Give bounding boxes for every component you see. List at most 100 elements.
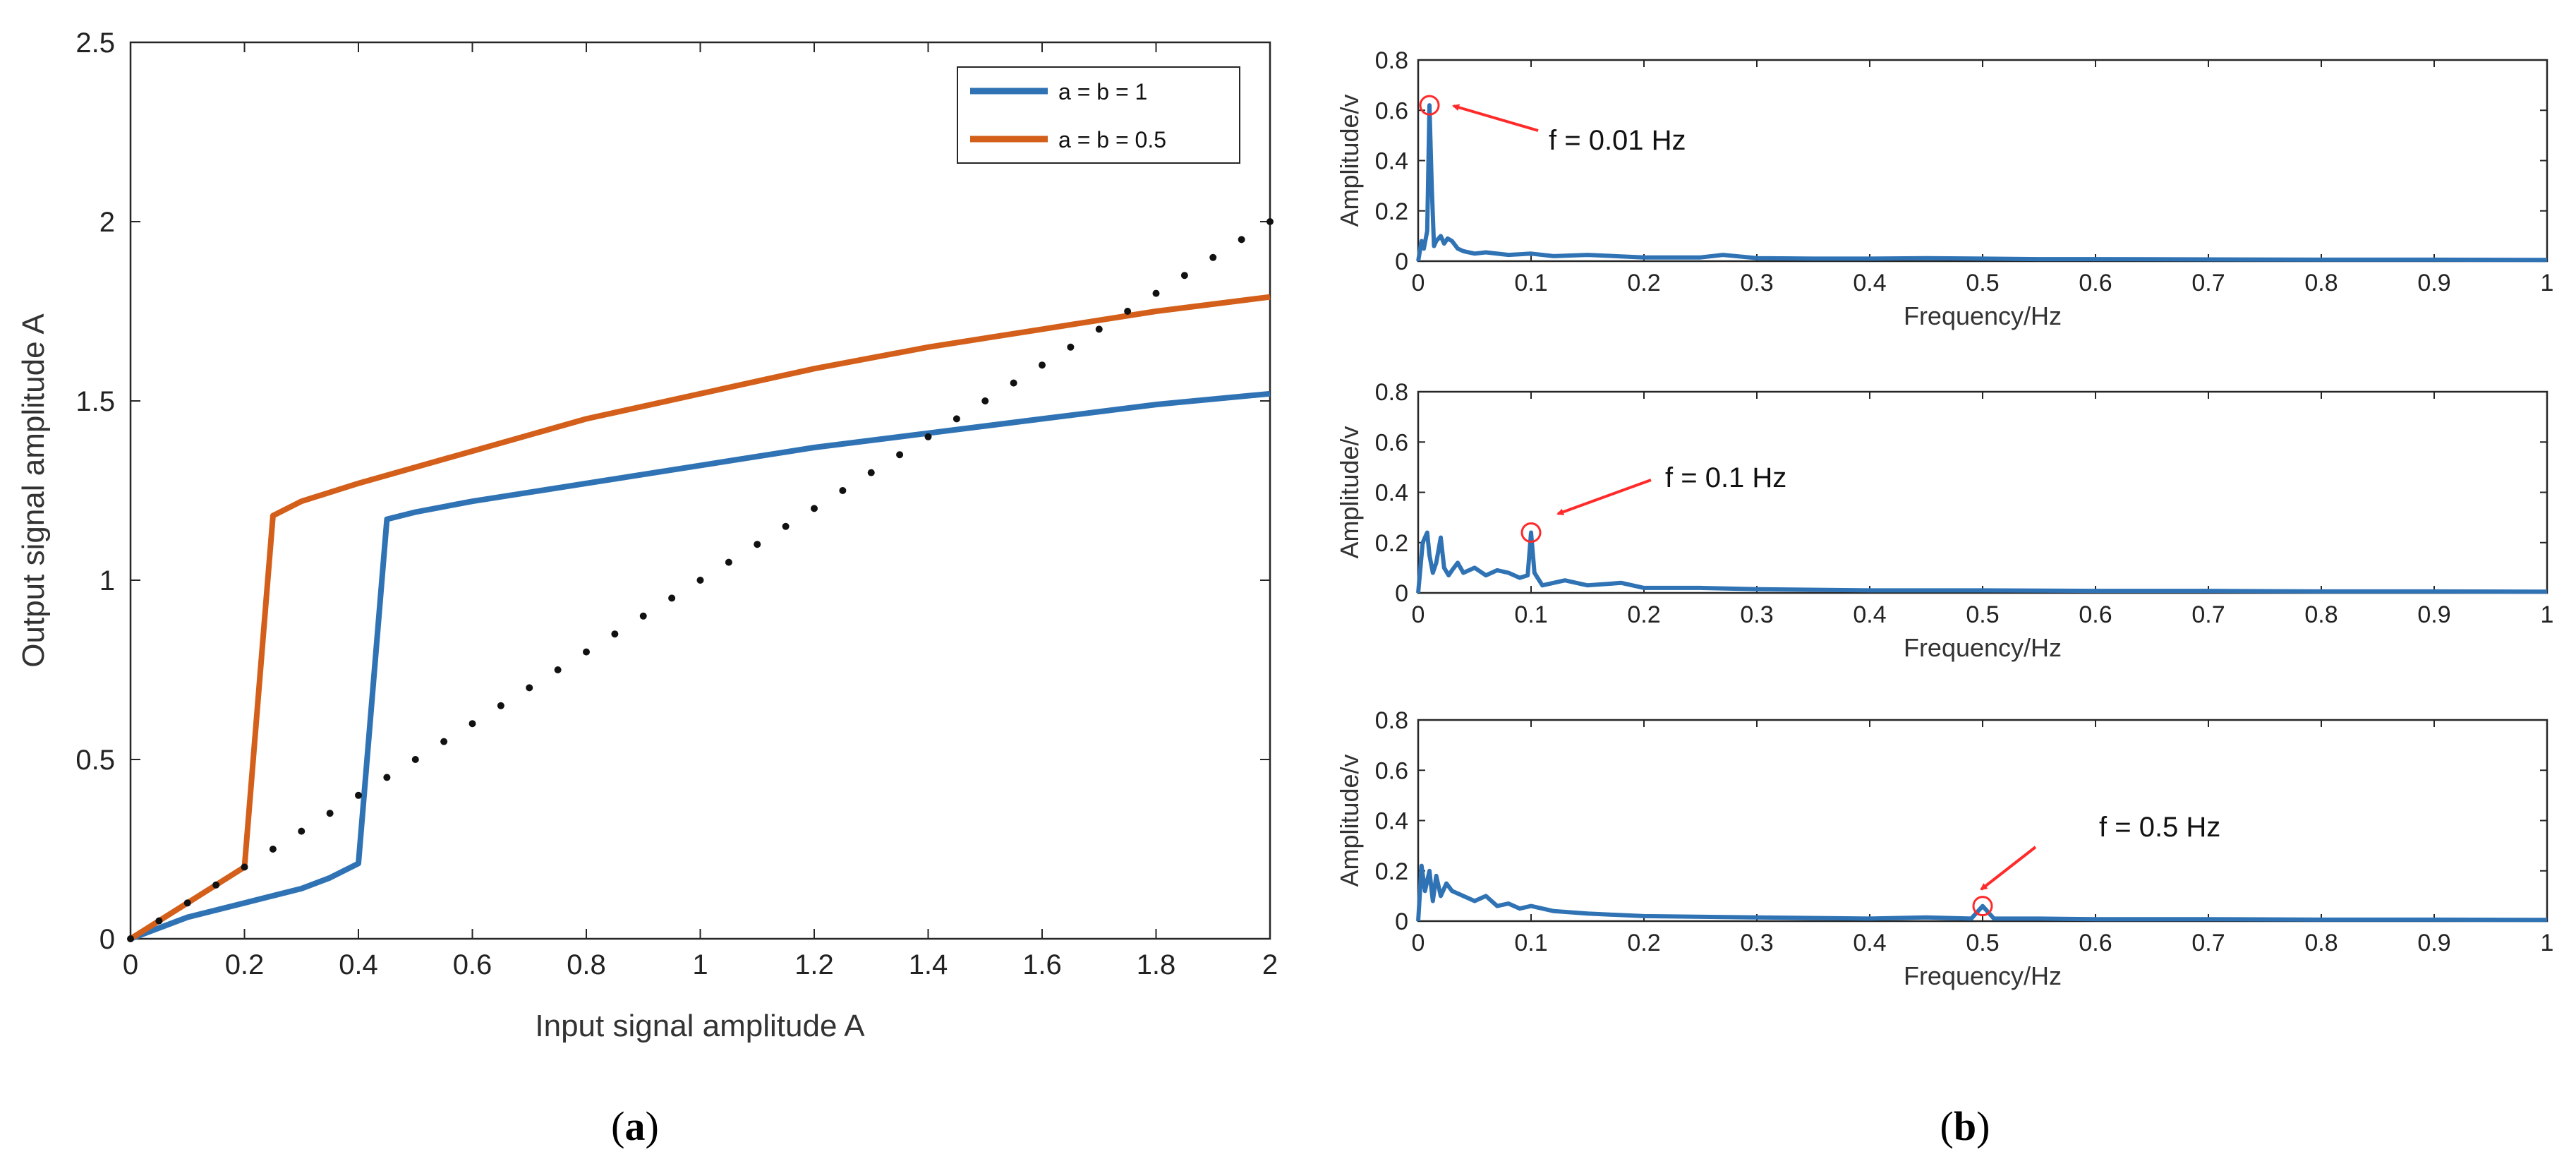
series-line-1 <box>129 390 1271 942</box>
y-tick-label: 0.8 <box>1375 379 1408 406</box>
identity-dot <box>1010 379 1017 387</box>
x-tick-label: 0 <box>1412 601 1425 628</box>
y-tick-label: 0.8 <box>1375 47 1408 74</box>
chart-a-series <box>127 218 1274 942</box>
x-tick-label: 0.6 <box>453 949 492 980</box>
x-tick-label: 0.2 <box>225 949 265 980</box>
identity-dot <box>611 630 619 638</box>
y-tick-label: 0.6 <box>1375 757 1408 784</box>
identity-dot <box>241 863 248 871</box>
y-tick-label: 0.5 <box>75 745 115 776</box>
identity-dot <box>440 738 448 745</box>
identity-dot <box>668 594 676 602</box>
legend-label-1: a = b = 1 <box>1058 79 1147 104</box>
annotation-arrow <box>1556 479 1652 515</box>
subplot-xlabel: Frequency/Hz <box>1904 633 2062 662</box>
x-tick-label: 1.8 <box>1137 949 1176 980</box>
identity-dot <box>212 881 220 889</box>
chart-b-subplot-3: 0 0.1 0.2 0.3 0.4 0.5 0.6 0.7 0.8 0.9 1 0 0.2 0.4 0.6 0… <box>1335 707 2553 990</box>
identity-dot <box>725 558 732 566</box>
y-tick-label: 0.2 <box>1375 530 1408 557</box>
subplot-plot-area <box>1417 390 2548 594</box>
legend-box <box>957 66 1240 164</box>
identity-dot <box>355 791 362 799</box>
legend-label-2: a = b = 0.5 <box>1058 127 1166 152</box>
x-tick-label: 0 <box>1412 270 1425 296</box>
x-tick-label: 0.8 <box>2304 930 2338 956</box>
x-tick-label: 0.6 <box>2079 930 2112 956</box>
x-tick-label: 0.7 <box>2191 601 2225 628</box>
x-tick-label: 0.2 <box>1627 930 1660 956</box>
x-tick-label: 0.9 <box>2417 601 2450 628</box>
x-tick-label: 0.3 <box>1740 601 1773 628</box>
peak-marker <box>1419 95 1440 116</box>
identity-dot <box>1209 253 1217 261</box>
identity-dot <box>1124 308 1132 315</box>
x-tick-label: 2 <box>1262 949 1278 980</box>
x-tick-label: 0 <box>1412 930 1425 956</box>
y-tick-label: 0.4 <box>1375 148 1408 175</box>
chart-a-xlabel: Input signal amplitude A <box>535 1009 865 1043</box>
subplot-plot-area <box>1417 59 2548 263</box>
identity-dot <box>696 577 704 584</box>
spectrum-line <box>1416 863 2548 923</box>
identity-dot <box>1095 325 1103 333</box>
identity-dot <box>383 774 391 781</box>
y-tick-label: 0 <box>1395 908 1408 935</box>
subplot-xlabel: Frequency/Hz <box>1904 961 2062 990</box>
x-tick-label: 1 <box>692 949 708 980</box>
chart-a-ylabel: Output signal amplitude A <box>16 313 51 668</box>
x-tick-label: 0.5 <box>1966 930 1999 956</box>
x-tick-label: 0.4 <box>1853 601 1886 628</box>
subplot-ylabel: Amplitude/v <box>1335 426 1364 558</box>
chart-b-subplot-2: 0 0.1 0.2 0.3 0.4 0.5 0.6 0.7 0.8 0.9 1 0 0.2 0.4 0.6 0… <box>1335 379 2553 662</box>
y-tick-label: 0.6 <box>1375 429 1408 456</box>
subplot-ylabel: Amplitude/v <box>1335 754 1364 887</box>
x-tick-label: 0.7 <box>2191 270 2225 296</box>
x-tick-label: 1.2 <box>794 949 834 980</box>
chart-b-subplot-1: 0 0.1 0.2 0.3 0.4 0.5 0.6 0.7 0.8 0.9 1 0 0.2 0.4 0.6 0… <box>1335 47 2553 330</box>
x-tick-label: 0.3 <box>1740 270 1773 296</box>
x-tick-label: 0.9 <box>2417 930 2450 956</box>
x-tick-label: 0.5 <box>1966 270 1999 296</box>
panel-label-b: (b) <box>1940 1103 1990 1149</box>
spectrum-line <box>1416 103 2548 263</box>
x-tick-label: 0.3 <box>1740 930 1773 956</box>
identity-dot <box>298 827 306 835</box>
panel-label-a-letter: a <box>625 1103 646 1149</box>
y-tick-label: 0.2 <box>1375 858 1408 885</box>
x-tick-label: 0.1 <box>1514 930 1547 956</box>
identity-dot <box>639 612 647 620</box>
x-tick-label: 1 <box>2541 270 2554 296</box>
identity-dot <box>326 810 334 817</box>
identity-dot <box>782 522 790 530</box>
identity-dot <box>1266 218 1274 225</box>
chart-a-legend: a = b = 1 a = b = 0.5 <box>957 66 1240 164</box>
chart-a-plot-area <box>129 41 1271 940</box>
x-tick-label: 0.2 <box>1627 601 1660 628</box>
identity-dot <box>1238 236 1245 244</box>
y-tick-label: 0.2 <box>1375 198 1408 225</box>
x-tick-label: 1 <box>2541 930 2554 956</box>
identity-dot <box>411 756 419 763</box>
identity-dot <box>155 917 163 925</box>
y-tick-label: 0.6 <box>1375 97 1408 124</box>
identity-dot <box>468 720 476 728</box>
identity-dot <box>896 451 904 459</box>
x-tick-label: 0.8 <box>2304 601 2338 628</box>
y-tick-label: 1.5 <box>75 386 115 417</box>
identity-dot <box>583 648 590 656</box>
x-tick-label: 0.4 <box>1853 930 1886 956</box>
identity-dot <box>526 684 533 692</box>
identity-dot <box>1039 361 1046 369</box>
identity-dot <box>554 666 562 673</box>
identity-dot <box>1152 289 1160 297</box>
identity-dot <box>497 702 504 709</box>
x-tick-label: 0.6 <box>2079 270 2112 296</box>
x-tick-label: 0.8 <box>567 949 606 980</box>
annotation-label: f = 0.01 Hz <box>1549 125 1686 156</box>
annotation-label: f = 0.1 Hz <box>1665 462 1786 493</box>
annotation-label: f = 0.5 Hz <box>2099 812 2220 843</box>
identity-dot <box>953 415 960 423</box>
